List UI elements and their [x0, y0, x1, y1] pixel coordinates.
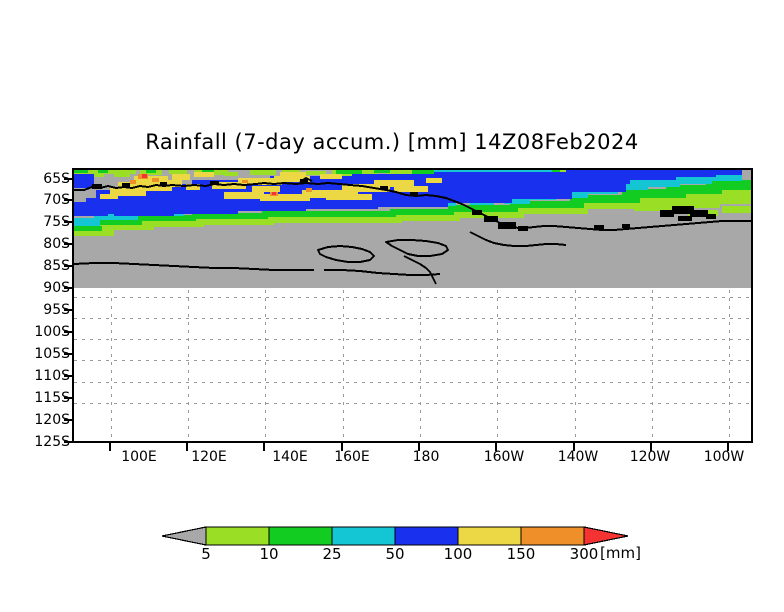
ytick-label-115S: 115S: [34, 390, 70, 406]
xtick-mark-140E: [263, 443, 265, 451]
colorbar-tick-100: 100: [443, 545, 473, 563]
xtick-mark-160W: [495, 443, 497, 451]
ytick-mark-120S: [64, 419, 72, 421]
ytick-mark-95S: [64, 309, 72, 311]
xtick-mark-160E: [341, 443, 343, 451]
colorbar-tick-25: 25: [322, 545, 342, 563]
ytick-label-125S: 125S: [34, 434, 70, 450]
colorbar-tick-5: 5: [201, 545, 211, 563]
xtick-label-100E: 100E: [121, 449, 157, 465]
ytick-label-120S: 120S: [34, 412, 70, 428]
xtick-label-100W: 100W: [703, 449, 745, 465]
ytick-mark-80S: [64, 243, 72, 245]
ytick-label-90S: 90S: [43, 280, 70, 296]
colorbar-tick-50: 50: [385, 545, 405, 563]
ytick-label-75S: 75S: [43, 214, 70, 230]
xtick-mark-100E: [109, 443, 111, 451]
colorbar-tick-300: 300: [569, 545, 599, 563]
xtick-mark-140W: [573, 443, 575, 451]
ytick-label-95S: 95S: [43, 302, 70, 318]
xtick-mark-120E: [186, 443, 188, 451]
ytick-label-85S: 85S: [43, 258, 70, 274]
map-plot-area: [72, 168, 753, 443]
ytick-mark-75S: [64, 221, 72, 223]
ytick-label-100S: 100S: [34, 324, 70, 340]
ytick-mark-125S: [64, 441, 72, 443]
xtick-label-120E: 120E: [191, 449, 227, 465]
xtick-label-140E: 140E: [272, 449, 308, 465]
ytick-mark-115S: [64, 397, 72, 399]
ytick-mark-110S: [64, 375, 72, 377]
precipitation-field: [74, 170, 751, 288]
ytick-mark-85S: [64, 265, 72, 267]
xtick-label-160E: 160E: [334, 449, 370, 465]
colorbar: [160, 524, 630, 548]
ytick-label-105S: 105S: [34, 346, 70, 362]
ytick-mark-90S: [64, 287, 72, 289]
xtick-label-180: 180: [412, 449, 440, 465]
colorbar-unit-label: [mm]: [600, 544, 641, 562]
ytick-label-70S: 70S: [43, 192, 70, 208]
page-title: Rainfall (7-day accum.) [mm] 14Z08Feb202…: [145, 130, 639, 154]
ytick-mark-100S: [64, 331, 72, 333]
ytick-mark-105S: [64, 353, 72, 355]
xtick-label-160W: 160W: [483, 449, 525, 465]
ytick-label-80S: 80S: [43, 236, 70, 252]
xtick-label-140W: 140W: [557, 449, 599, 465]
xtick-label-120W: 120W: [629, 449, 671, 465]
xtick-mark-120W: [650, 443, 652, 451]
xtick-mark-180: [418, 443, 420, 451]
ytick-mark-65S: [64, 178, 72, 180]
colorbar-tick-10: 10: [259, 545, 279, 563]
ytick-mark-70S: [64, 199, 72, 201]
colorbar-tick-150: 150: [506, 545, 536, 563]
xtick-mark-100W: [727, 443, 729, 451]
ytick-label-110S: 110S: [34, 368, 70, 384]
ytick-label-65S: 65S: [43, 171, 70, 187]
